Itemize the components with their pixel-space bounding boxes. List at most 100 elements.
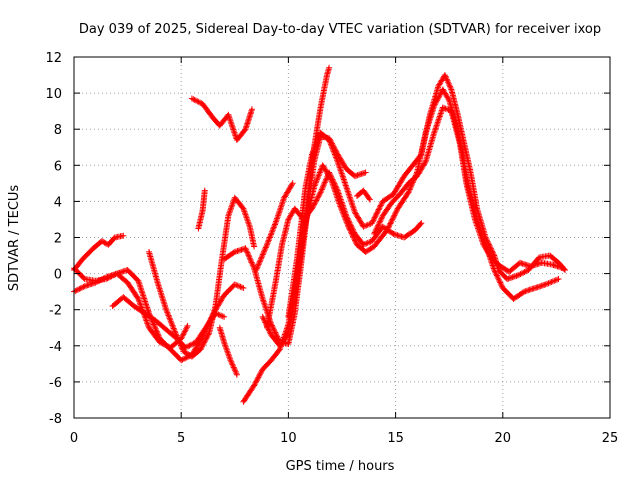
data-point-marker <box>332 182 339 188</box>
data-point-marker <box>418 220 425 227</box>
data-point-marker <box>375 207 381 214</box>
data-point-marker <box>485 240 492 247</box>
data-point-marker <box>312 179 319 186</box>
data-point-marker <box>80 274 87 281</box>
data-point-marker <box>234 282 241 289</box>
data-point-marker <box>201 187 208 194</box>
data-point-marker <box>373 226 380 233</box>
data-point-marker <box>191 96 198 103</box>
data-point-marker <box>245 252 252 259</box>
chart-title: Day 039 of 2025, Sidereal Day-to-day VTE… <box>79 22 601 37</box>
data-point-marker <box>75 286 81 293</box>
data-point-marker <box>265 238 272 245</box>
data-point-marker <box>343 212 350 219</box>
x-tick-label: 15 <box>387 431 404 446</box>
data-point-marker <box>105 274 112 281</box>
data-point-marker <box>516 271 523 278</box>
data-point-marker <box>547 279 553 286</box>
data-point-marker <box>445 106 452 113</box>
data-point-marker <box>330 179 337 186</box>
data-point-marker <box>352 237 358 244</box>
data-point-marker <box>256 258 263 265</box>
data-point-marker <box>255 261 262 268</box>
data-point-marker <box>363 222 370 229</box>
data-point-marker <box>197 346 204 353</box>
data-point-marker <box>255 374 262 381</box>
data-point-marker <box>230 363 237 369</box>
data-point-marker <box>182 327 189 334</box>
data-point-marker <box>392 211 399 217</box>
data-point-marker <box>371 229 378 236</box>
data-point-marker <box>417 221 424 228</box>
data-point-marker <box>109 272 116 279</box>
data-point-marker <box>361 223 368 230</box>
data-point-marker <box>373 211 379 218</box>
data-point-marker <box>263 243 270 250</box>
data-point-marker <box>166 315 173 322</box>
data-point-marker <box>248 259 255 266</box>
data-point-marker <box>178 344 185 350</box>
data-series <box>71 64 568 405</box>
data-point-marker <box>103 276 110 282</box>
data-point-marker <box>407 183 414 190</box>
data-point-marker <box>376 219 383 226</box>
data-point-marker <box>559 265 566 272</box>
data-point-marker <box>328 142 335 149</box>
data-point-marker <box>197 99 203 106</box>
data-point-marker <box>164 309 171 316</box>
data-point-marker <box>79 284 85 291</box>
data-point-marker <box>251 243 258 250</box>
data-point-marker <box>268 322 275 329</box>
data-point-marker <box>372 213 379 220</box>
y-tick-label: -2 <box>49 304 62 319</box>
data-point-marker <box>484 238 491 245</box>
data-point-marker <box>374 223 381 230</box>
data-point-marker <box>231 365 238 372</box>
data-point-marker <box>168 319 175 326</box>
data-point-marker <box>390 215 397 222</box>
data-point-marker <box>257 257 264 264</box>
data-point-marker <box>205 331 212 338</box>
data-point-marker <box>343 214 350 221</box>
x-axis-label: GPS time / hours <box>286 459 395 474</box>
data-point-marker <box>284 331 291 338</box>
data-point-marker <box>446 82 453 89</box>
data-point-marker <box>326 169 333 176</box>
data-point-marker <box>378 201 385 208</box>
data-point-marker <box>373 225 380 232</box>
data-point-marker <box>370 217 377 224</box>
y-tick-label: -8 <box>49 412 62 427</box>
data-point-marker <box>73 287 80 294</box>
data-point-marker <box>366 196 373 203</box>
data-point-marker <box>163 306 170 313</box>
x-tick-label: 5 <box>177 431 185 446</box>
data-point-marker <box>135 295 142 302</box>
grid <box>74 57 610 418</box>
data-point-marker <box>165 312 172 319</box>
data-point-marker <box>331 180 338 187</box>
data-point-marker <box>203 335 210 342</box>
data-point-marker <box>493 272 500 279</box>
data-point-marker <box>271 222 278 229</box>
data-point-marker <box>189 341 196 348</box>
data-point-marker <box>376 205 383 212</box>
data-point-marker <box>498 282 505 289</box>
data-point-marker <box>348 223 355 230</box>
data-point-marker <box>347 221 354 228</box>
y-tick-label: 8 <box>54 123 62 138</box>
data-point-marker <box>153 328 160 335</box>
data-point-marker <box>330 177 337 184</box>
data-point-marker <box>390 213 397 220</box>
data-point-marker <box>215 311 222 318</box>
y-tick-label: 2 <box>54 232 62 247</box>
data-point-marker <box>561 266 568 272</box>
data-point-marker <box>439 104 446 111</box>
data-point-marker <box>253 267 260 273</box>
data-point-marker <box>181 328 188 335</box>
data-point-marker <box>323 175 330 182</box>
data-point-marker <box>330 148 337 155</box>
y-tick-label: 6 <box>54 159 62 174</box>
data-point-marker <box>107 274 114 280</box>
data-point-marker <box>350 228 357 235</box>
